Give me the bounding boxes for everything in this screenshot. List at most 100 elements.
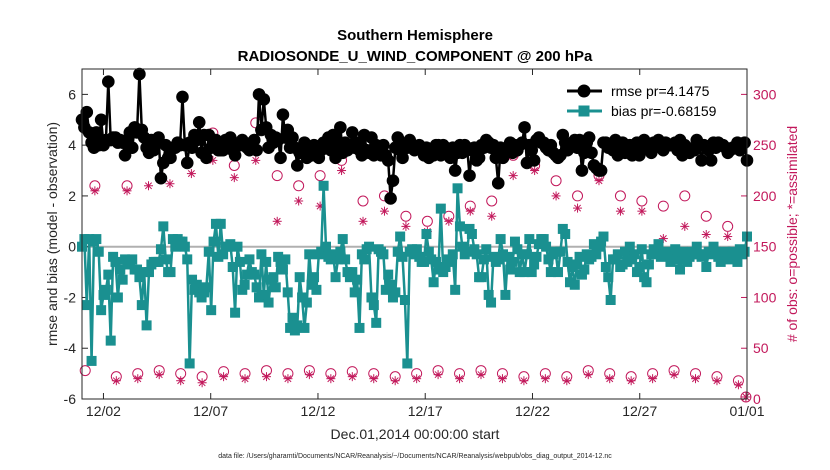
bias-point (306, 279, 317, 290)
obs-assimilated-point (186, 169, 196, 179)
bias-point (509, 236, 520, 247)
bias-point (574, 251, 585, 262)
bias-point (560, 229, 571, 239)
bias-point (289, 325, 300, 336)
bias-point (277, 264, 288, 275)
bias-point (105, 335, 116, 346)
y-left-tick-label: -4 (64, 340, 77, 356)
obs-assimilated-point (304, 370, 314, 380)
bias-point (165, 267, 176, 278)
rmse-point (463, 169, 476, 182)
bias-point (347, 267, 358, 278)
plot-area (82, 69, 747, 399)
rmse-point (257, 93, 271, 106)
bias-point (691, 241, 702, 252)
footer-data-file: data file: /Users/gharamti/Documents/NCA… (218, 453, 612, 460)
bias-point (672, 254, 683, 265)
rmse-point (582, 131, 596, 144)
bias-point (445, 256, 456, 267)
legend-bias-label: bias pr=-0.68159 (611, 103, 717, 119)
bias-point (316, 246, 327, 257)
rmse-point (384, 192, 397, 205)
bias-point (639, 272, 650, 283)
obs-assimilated-point (176, 376, 186, 386)
obs-assimilated-stroke (370, 375, 378, 383)
bias-point (651, 246, 662, 257)
bias-point (555, 246, 566, 257)
bias-point (294, 272, 305, 283)
obs-assimilated-stroke (713, 377, 721, 385)
obs-assimilated-point (294, 196, 304, 206)
bias-point (352, 274, 363, 285)
obs-assimilated-stroke (488, 212, 496, 220)
obs-assimilated-point (154, 370, 164, 380)
bias-point (179, 241, 190, 252)
bias-point (531, 251, 542, 262)
bias-point (440, 262, 451, 272)
obs-assimilated-stroke (616, 207, 624, 215)
obs-assimilated-stroke (166, 180, 174, 188)
bias-point (387, 292, 398, 303)
bias-point (392, 246, 403, 257)
y-right-tick-label: 250 (753, 137, 777, 153)
bias-point (332, 254, 343, 265)
bias-point (665, 256, 676, 267)
obs-assimilated-point (240, 374, 250, 384)
obs-assimilated-stroke (498, 375, 506, 383)
obs-assimilated-stroke (123, 187, 131, 195)
bias-point (481, 244, 492, 255)
obs-possible-point (271, 170, 283, 182)
rmse-point (276, 108, 290, 121)
chart-title-line-1: Southern Hemisphere (337, 27, 493, 44)
bias-point (366, 292, 377, 303)
bias-point (505, 264, 516, 275)
obs-assimilated-point (337, 166, 347, 176)
bias-point (543, 254, 554, 265)
bias-point (170, 241, 181, 252)
bias-point (110, 256, 121, 267)
bias-point (208, 236, 219, 247)
obs-possible-point (486, 195, 498, 207)
bias-point (103, 269, 114, 280)
bias-point (715, 256, 726, 267)
obs-assimilated-point (444, 216, 454, 226)
bias-point (576, 269, 587, 280)
bias-point (421, 229, 432, 239)
bias-point (215, 218, 226, 229)
obs-assimilated-point (197, 378, 207, 388)
bias-point (524, 234, 535, 245)
bias-point (108, 251, 119, 262)
bias-point (486, 297, 497, 308)
bias-point (100, 284, 111, 295)
rmse-point (176, 90, 189, 104)
bias-point (177, 236, 188, 247)
bias-point (483, 289, 494, 300)
bias-point (258, 289, 269, 300)
obs-assimilated-stroke (262, 373, 271, 381)
obs-assimilated-point (508, 171, 518, 181)
obs-assimilated-stroke (198, 379, 206, 387)
bias-point (500, 289, 511, 300)
bias-point (462, 246, 473, 257)
bias-point (301, 297, 312, 308)
obs-assimilated-stroke (273, 217, 281, 225)
bias-point (545, 267, 556, 278)
rmse-point (80, 105, 94, 119)
tick-labels: 12/02 12/07 12/12 12/17 12/22 12/27 01/01 -6 -4 -… (64, 86, 777, 419)
bias-point (380, 284, 391, 295)
bias-point (93, 246, 104, 257)
obs-assimilated-point (530, 166, 540, 176)
bias-point (81, 300, 92, 311)
bias-point (124, 259, 135, 270)
obs-assimilated-point (165, 179, 175, 189)
bias-point (732, 256, 743, 267)
bias-point (502, 251, 513, 262)
obs-assimilated-point (261, 372, 271, 382)
bias-point (371, 317, 382, 328)
chart-title-line-2: RADIOSONDE_U_WIND_COMPONENT @ 200 hPa (238, 48, 593, 65)
rmse-point (154, 171, 168, 185)
y-right-tick-label: 300 (753, 86, 777, 102)
obs-assimilated-stroke (520, 377, 528, 385)
y-right-tick-label: 50 (753, 340, 769, 356)
bias-point (273, 251, 284, 262)
